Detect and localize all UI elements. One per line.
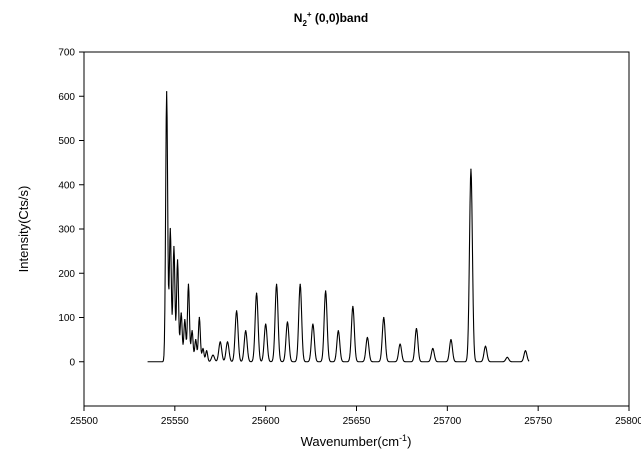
peak-point-19 xyxy=(275,283,278,285)
peak-markers xyxy=(166,91,527,358)
peak-point-34 xyxy=(506,356,508,358)
title-main: N xyxy=(294,11,303,25)
peak-point-33 xyxy=(484,345,487,347)
peak-point-24 xyxy=(337,330,339,332)
y-tick-label-7: 700 xyxy=(58,48,75,59)
x-axis-label: Wavenumber(cm-1) xyxy=(301,433,412,449)
peak-point-5 xyxy=(184,319,186,321)
x-axis-label-superscript: -1 xyxy=(399,433,407,443)
x-axis: 25500 25550 25600 25650 25700 25750 25800 xyxy=(70,406,641,427)
y-tick-label-6: 600 xyxy=(58,92,75,103)
peak-point-1 xyxy=(169,228,171,230)
y-tick-label-3: 300 xyxy=(58,225,75,236)
y-tick-label-1: 100 xyxy=(58,313,75,324)
x-axis-label-main: Wavenumber(cm xyxy=(301,434,399,449)
y-tick-label-0: 0 xyxy=(69,357,75,368)
x-tick-label-2: 25600 xyxy=(252,416,280,427)
x-axis-label-rest: ) xyxy=(407,434,411,449)
peak-point-18 xyxy=(265,323,267,325)
y-tick-label-4: 400 xyxy=(58,180,75,191)
peak-point-3 xyxy=(176,259,179,261)
peak-point-27 xyxy=(383,316,385,319)
peak-point-22 xyxy=(312,323,314,325)
peak-point-20 xyxy=(286,321,289,323)
peak-point-26 xyxy=(366,336,368,339)
peak-point-31 xyxy=(450,339,452,341)
x-tick-label-1: 25550 xyxy=(161,416,189,427)
x-tick-label-6: 25800 xyxy=(615,416,641,427)
peak-point-30 xyxy=(432,347,434,350)
peak-point-13 xyxy=(219,341,221,343)
chart-title: N2+ (0,0)band xyxy=(294,10,368,28)
x-tick-label-5: 25750 xyxy=(524,416,552,427)
peak-point-11 xyxy=(206,350,208,352)
x-tick-label-4: 25700 xyxy=(433,416,461,427)
peak-point-23 xyxy=(325,290,327,292)
peak-point-16 xyxy=(245,330,247,332)
peak-point-17 xyxy=(255,292,258,294)
peak-point-8 xyxy=(195,339,197,341)
y-axis-label: Intensity(Cts/s) xyxy=(16,186,31,273)
x-tick-label-3: 25650 xyxy=(343,416,371,427)
peak-point-35 xyxy=(524,350,527,352)
title-subscript: 2 xyxy=(302,19,307,28)
peak-point-6 xyxy=(187,283,190,285)
y-tick-label-5: 500 xyxy=(58,136,75,147)
peak-point-4 xyxy=(180,312,182,314)
y-tick-label-2: 200 xyxy=(58,269,75,280)
peak-point-15 xyxy=(236,310,238,312)
peak-point-32 xyxy=(470,168,472,170)
peak-point-7 xyxy=(191,330,193,332)
peak-point-9 xyxy=(198,316,200,319)
peak-point-0 xyxy=(166,91,168,93)
y-axis: 0 100 200 300 400 500 600 700 xyxy=(58,48,84,368)
peak-point-25 xyxy=(352,305,354,308)
peak-point-21 xyxy=(299,283,301,285)
peak-point-14 xyxy=(226,341,229,343)
x-tick-label-0: 25500 xyxy=(70,416,98,427)
spectrum-series-line xyxy=(147,91,530,363)
peak-point-12 xyxy=(212,354,214,356)
peak-point-2 xyxy=(173,246,175,248)
peak-point-29 xyxy=(415,327,418,330)
peak-point-10 xyxy=(202,347,204,350)
title-superscript: + xyxy=(307,10,312,19)
title-rest: (0,0)band xyxy=(312,11,369,25)
peak-point-28 xyxy=(399,343,401,345)
